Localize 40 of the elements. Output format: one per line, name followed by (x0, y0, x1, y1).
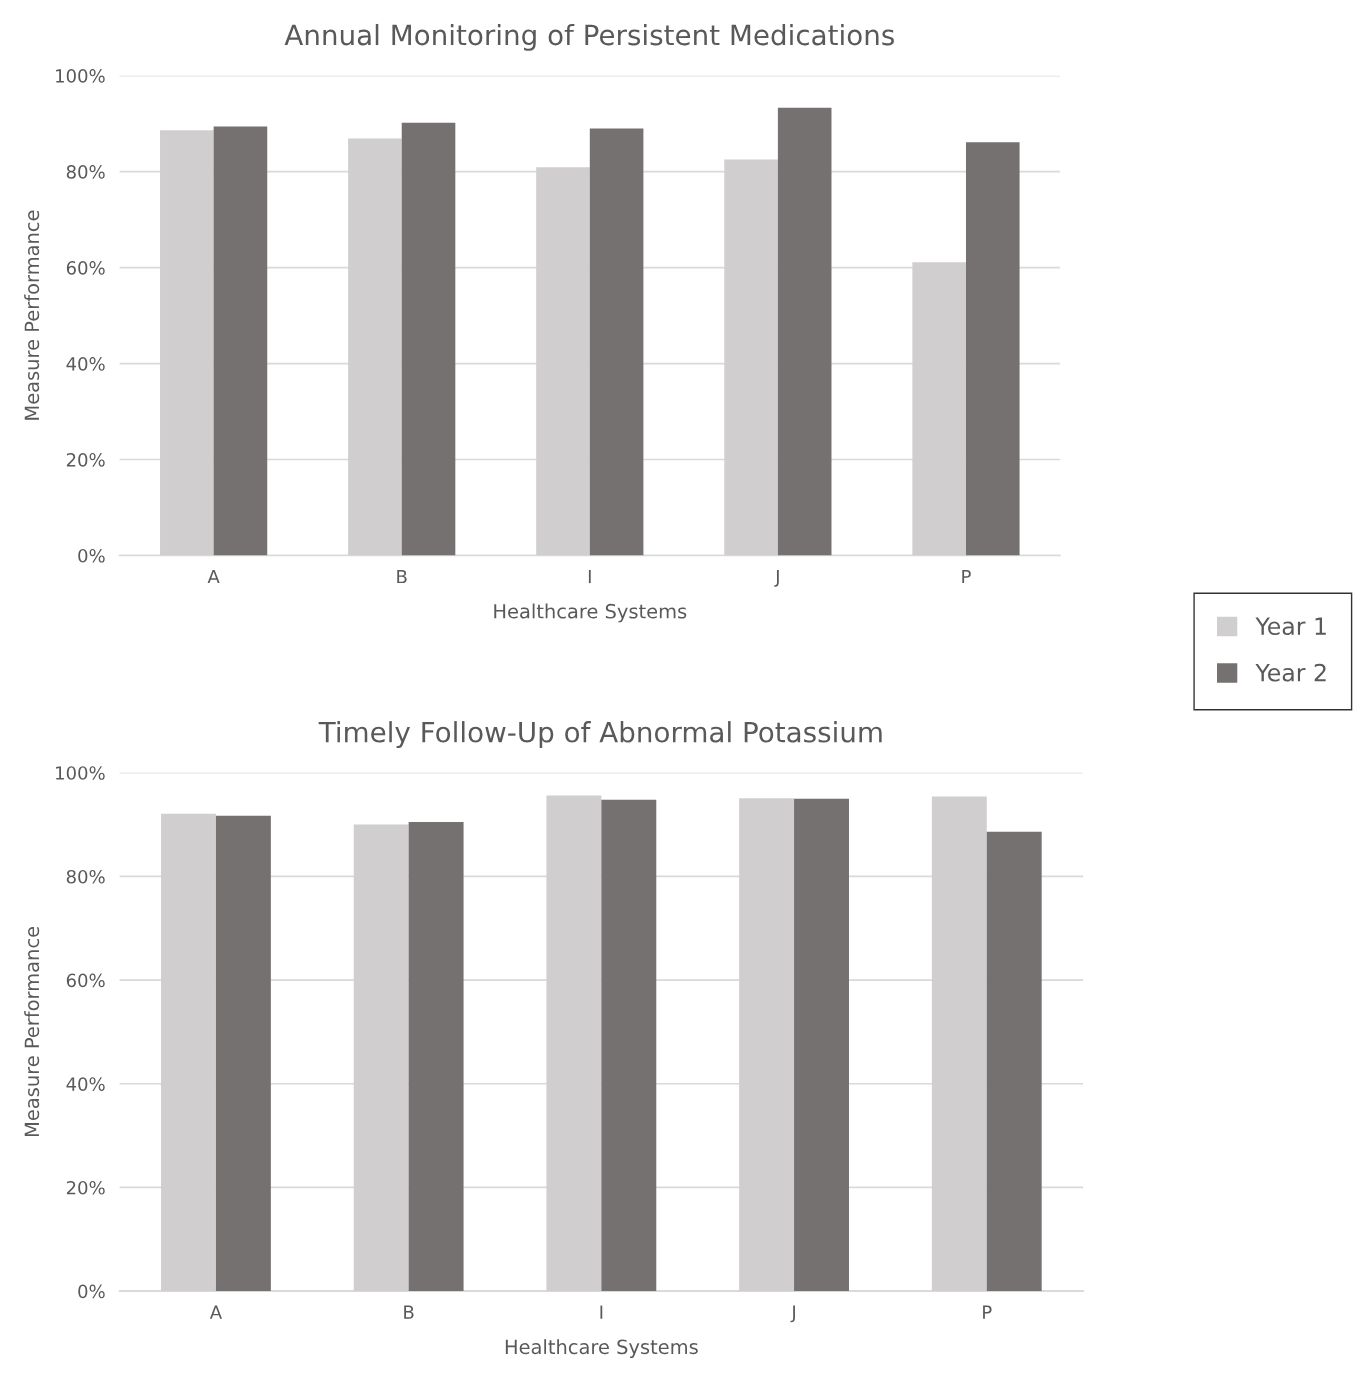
bar (215, 815, 271, 1292)
x-tick-label: A (209, 1305, 222, 1319)
y-axis-title: Measure Performance (24, 926, 40, 1137)
x-axis-title: Healthcare Systems (505, 1339, 698, 1358)
y-tick-label: 20% (66, 1180, 105, 1195)
x-tick-label: P (983, 1305, 992, 1319)
chart-title: Annual Monitoring of Persistent Medications (284, 23, 894, 51)
bar (408, 822, 464, 1292)
x-tick-label: B (397, 569, 407, 584)
y-tick-label: 60% (66, 973, 105, 988)
y-tick-label: 60% (66, 261, 105, 275)
bar (589, 128, 644, 556)
x-tick-label: B (404, 1305, 414, 1319)
y-tick-label: 80% (66, 869, 105, 884)
y-tick-label: 100% (56, 766, 105, 780)
y-tick-label: 40% (66, 357, 105, 371)
y-tick-label: 100% (56, 69, 105, 83)
bar (213, 126, 268, 556)
x-tick-label: P (962, 569, 971, 584)
bar (601, 799, 657, 1292)
legend-label: Year 1 (1255, 617, 1326, 636)
bar (794, 798, 849, 1292)
bar (401, 122, 456, 556)
bar (986, 831, 1042, 1292)
chart-title: Timely Follow-Up of Abnormal Potassium (318, 721, 882, 748)
y-tick-label: 40% (66, 1077, 105, 1091)
x-tick-label: J (774, 569, 779, 587)
x-tick-label: A (207, 569, 220, 584)
x-axis-title: Healthcare Systems (494, 603, 687, 623)
x-tick-label: I (600, 1305, 603, 1319)
bar (965, 142, 1020, 556)
x-tick-label: J (790, 1305, 795, 1323)
x-tick-label: I (588, 569, 591, 584)
y-tick-label: 0% (78, 1284, 105, 1299)
y-tick-label: 0% (78, 548, 105, 563)
bar (777, 107, 832, 556)
y-tick-label: 20% (66, 452, 105, 467)
y-tick-label: 80% (66, 165, 105, 179)
legend-label: Year 2 (1255, 663, 1326, 682)
y-axis-title: Measure Performance (24, 210, 40, 420)
